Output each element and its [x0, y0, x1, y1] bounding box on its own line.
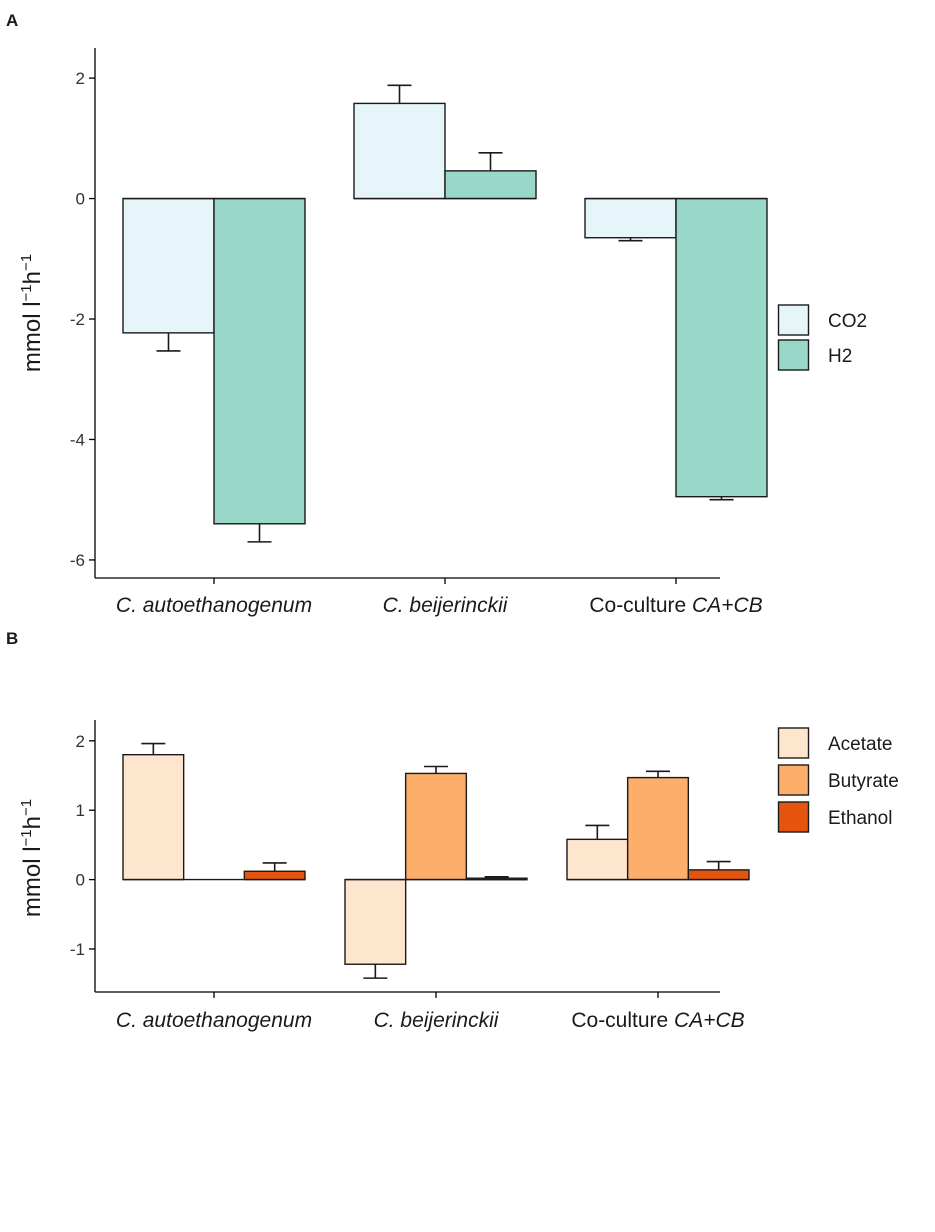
panel-label-b: B: [6, 629, 18, 648]
bar-acetate: [122, 753, 185, 881]
legend-label-butyrate: Butyrate: [828, 771, 899, 792]
x-tick-label: Co-culture CA+CB: [589, 594, 762, 617]
y-tick-label: -4: [70, 430, 85, 449]
x-tick-label-italic: C. autoethanogenum: [116, 1009, 312, 1032]
x-tick-label-italic: C. autoethanogenum: [116, 594, 312, 617]
y-axis-title-unit: h: [19, 271, 46, 284]
x-tick-label-plain: Co-culture: [589, 594, 692, 617]
bar-butyrate: [626, 776, 690, 881]
legend-label-acetate: Acetate: [828, 734, 892, 755]
legend-label-h2: H2: [828, 346, 852, 367]
bar-ethanol: [687, 869, 750, 881]
legend-label-ethanol: Ethanol: [828, 808, 892, 829]
bar-h2: [213, 197, 306, 525]
y-axis-label-a: mmol l−1h−1: [18, 254, 46, 372]
x-tick-label: C. autoethanogenum: [116, 1009, 312, 1032]
x-tick-label-plain: Co-culture: [571, 1009, 674, 1032]
legend-b: Acetate Butyrate Ethanol: [777, 727, 899, 833]
bar-h2: [675, 197, 768, 498]
y-tick-label: -1: [70, 940, 85, 959]
y-axis-title-unit: mmol l: [19, 301, 46, 372]
x-tick-label-italic: CA+CB: [674, 1009, 745, 1032]
y-tick-label: -6: [70, 551, 85, 570]
x-tick-label-italic: C. beijerinckii: [374, 1009, 500, 1032]
y-tick-label: 0: [76, 190, 85, 209]
plot-area-a: -6 -4 -2 0 2 C. autoethanogenum C. beijerincki…: [70, 48, 768, 617]
bar-co2: [353, 102, 446, 200]
y-axis-title-unit: mmol l: [19, 846, 46, 917]
bar-ethanol: [243, 870, 306, 881]
legend-a: CO2 H2: [777, 304, 867, 371]
legend-swatch-acetate: [777, 727, 810, 759]
y-tick-label: 1: [76, 801, 85, 820]
panel-label-a: A: [6, 11, 18, 30]
x-tick-label: C. beijerinckii: [383, 594, 509, 617]
y-tick-label: 0: [76, 871, 85, 890]
legend-swatch-ethanol: [777, 801, 810, 833]
bar-acetate: [344, 878, 407, 965]
y-axis-label-b: mmol l−1h−1: [18, 799, 46, 917]
legend-swatch-butyrate: [777, 764, 810, 796]
y-axis-title: mmol l−1h−1: [18, 799, 46, 917]
bar-h2: [444, 170, 537, 200]
legend-label-co2: CO2: [828, 311, 867, 332]
bar-co2: [584, 197, 677, 239]
y-axis-title-sup: −1: [18, 799, 35, 816]
x-tick-label-italic: C. beijerinckii: [383, 594, 509, 617]
y-axis-title-sup: −1: [18, 254, 35, 271]
y-tick-label: 2: [76, 69, 85, 88]
x-tick-label: C. autoethanogenum: [116, 594, 312, 617]
bar-acetate: [566, 838, 629, 881]
bar-co2: [122, 197, 215, 334]
legend-swatch-co2: [777, 304, 810, 336]
y-axis-title-unit: h: [19, 816, 46, 829]
y-tick-label: 2: [76, 732, 85, 751]
x-tick-label: Co-culture CA+CB: [571, 1009, 744, 1032]
y-axis-title-sup: −1: [18, 829, 35, 846]
plot-area-b: -1 0 1 2 C. autoethanogenum C. beijerinckii Co…: [70, 720, 750, 1032]
y-axis-title: mmol l−1h−1: [18, 254, 46, 372]
x-tick-label: C. beijerinckii: [374, 1009, 500, 1032]
x-tick-label-italic: CA+CB: [692, 594, 763, 617]
legend-swatch-h2: [777, 339, 810, 371]
y-axis-title-sup: −1: [18, 284, 35, 301]
y-tick-label: -2: [70, 310, 85, 329]
bar-butyrate: [404, 772, 468, 881]
